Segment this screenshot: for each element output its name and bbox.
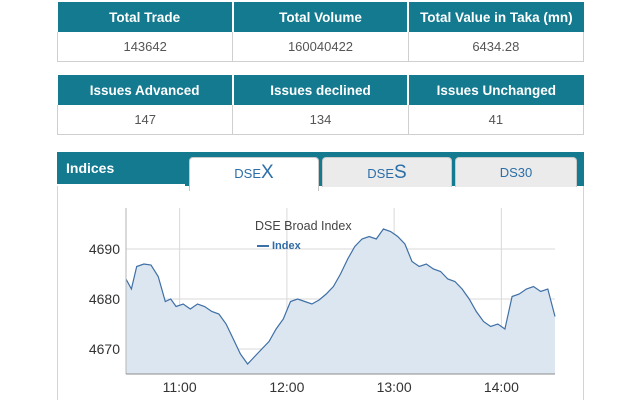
- tab-dsex-prefix: DSE: [234, 166, 262, 181]
- issues-unchanged-value: 41: [407, 105, 585, 135]
- y-tick-label: 4680: [89, 291, 120, 307]
- chart-legend[interactable]: Index: [257, 240, 301, 252]
- issues-table: Issues Advanced Issues declined Issues U…: [56, 75, 585, 135]
- total-volume-value: 160040422: [232, 32, 409, 62]
- index-chart: 4670 4680 4690 11:00 12:00 13:00 14:00: [89, 208, 556, 395]
- legend-label: Index: [272, 240, 301, 252]
- tab-dsex[interactable]: DSEX: [189, 157, 319, 191]
- y-tick-label: 4690: [89, 241, 120, 257]
- x-tick-label: 11:00: [163, 379, 197, 395]
- issues-declined-value: 134: [232, 105, 409, 135]
- issues-advanced-value: 147: [56, 105, 233, 135]
- series-line-index: [125, 228, 556, 365]
- indices-panel: Indices DSEX DSES DS30 4670 4680 4690 11:00…: [57, 152, 584, 400]
- x-tick-label: 14:00: [484, 379, 519, 395]
- tab-dses-prefix: DSE: [367, 166, 395, 181]
- indices-title-underline: [57, 184, 185, 186]
- indices-title: Indices: [66, 160, 115, 176]
- series-area-index: [126, 229, 555, 374]
- tab-ds30[interactable]: DS30: [455, 157, 577, 187]
- tab-ds30-label: DS30: [499, 165, 533, 180]
- x-tick-label: 13:00: [377, 379, 412, 395]
- total-trade-header: Total Trade: [57, 2, 234, 32]
- total-value-header: Total Value in Taka (mn): [408, 2, 584, 32]
- chart-area: 4670 4680 4690 11:00 12:00 13:00 14:00 DSE Bro…: [57, 186, 584, 400]
- legend-swatch: [257, 245, 269, 248]
- chart-title: DSE Broad Index: [255, 219, 352, 233]
- tab-dsex-suffix: X: [261, 162, 274, 183]
- tab-dses-suffix: S: [394, 162, 407, 183]
- x-tick-label: 12:00: [269, 379, 304, 395]
- total-trade-value: 143642: [56, 32, 233, 62]
- issues-unchanged-header: Issues Unchanged: [408, 75, 584, 105]
- total-volume-header: Total Volume: [232, 2, 410, 32]
- market-summary-table: Total Trade Total Volume Total Value in …: [56, 2, 585, 62]
- issues-declined-header: Issues declined: [232, 75, 410, 105]
- tab-dses[interactable]: DSES: [322, 157, 452, 187]
- y-tick-label: 4670: [89, 341, 120, 357]
- total-value-value: 6434.28: [407, 32, 585, 62]
- issues-advanced-header: Issues Advanced: [57, 75, 234, 105]
